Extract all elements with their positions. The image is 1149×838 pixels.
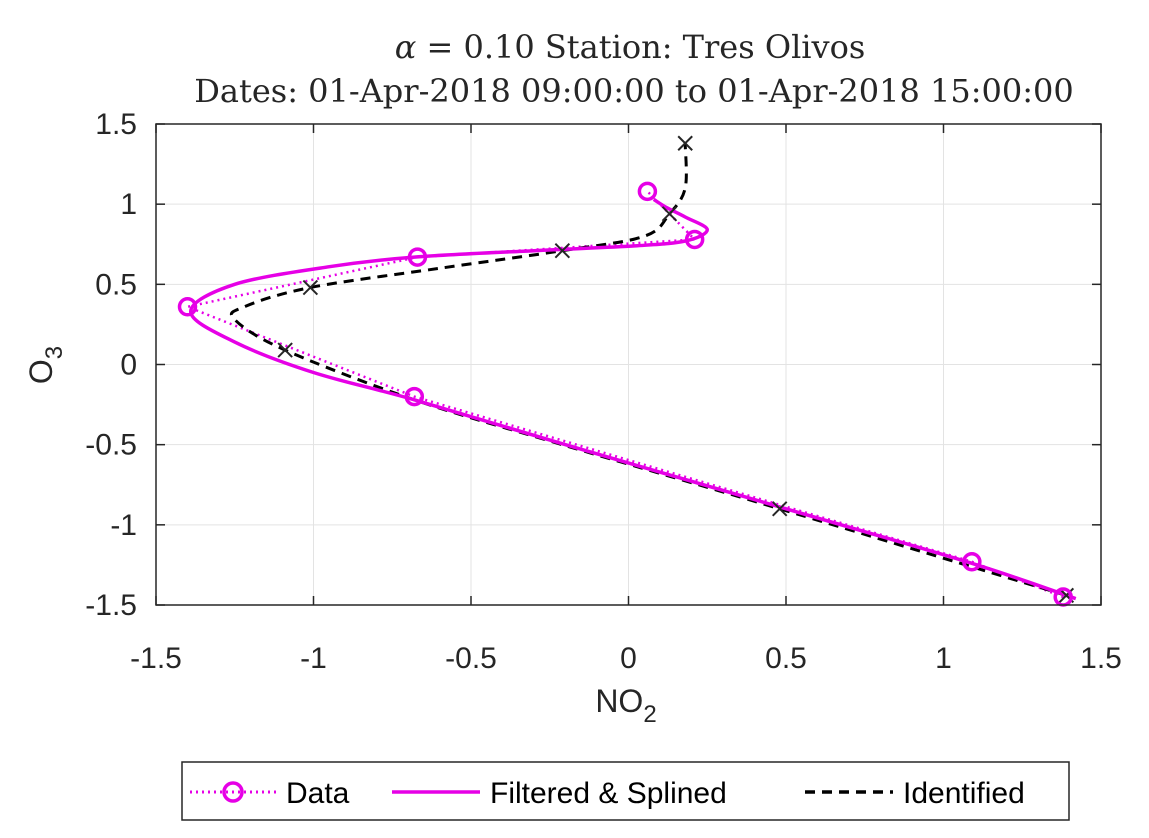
identified-marker-stroke (661, 206, 678, 222)
chart-title: α = 0.10 Station: Tres Olivos (395, 28, 866, 66)
y-tick-label: -1.5 (85, 589, 137, 622)
series-data-marker (404, 386, 425, 407)
y-tick-label: -0.5 (85, 429, 137, 462)
y-tick-label: -1 (110, 509, 137, 542)
legend-box (181, 761, 1070, 821)
y-tick-label: 1 (120, 188, 137, 221)
legend-data-marker (222, 781, 244, 803)
x-tick-label: 0.5 (765, 642, 807, 675)
y-tick-label: 1.5 (95, 108, 137, 141)
y-axis-label-main: O (23, 359, 59, 384)
legend-label-filtered: Filtered & Splined (490, 777, 727, 810)
identified-marker-stroke (302, 279, 319, 296)
chart-title-alpha: α (395, 28, 417, 66)
identified-marker-stroke (1058, 587, 1075, 604)
axis-ticks: -1.5 -1 -0.5 0 0.5 1 1.5 -1.5 -1 -0.5 0 0.5 1 1.5 (85, 108, 1122, 675)
series-layer (177, 135, 1077, 607)
series-data-marker (684, 229, 705, 250)
chart-subtitle: Dates: 01-Apr-2018 09:00:00 to 01-Apr-20… (194, 72, 1074, 110)
legend-label-data: Data (286, 777, 350, 810)
y-axis-label-sub: 3 (41, 346, 68, 359)
y-tick-label: 0 (120, 349, 137, 382)
series-identified-line (229, 143, 1067, 597)
x-tick-label: 0 (620, 642, 637, 675)
x-axis-label: NO2 (595, 683, 656, 728)
x-axis-label-sub: 2 (643, 701, 656, 728)
y-tick-label: 0.5 (95, 268, 137, 301)
series-data-marker (637, 181, 658, 202)
identified-marker-stroke (677, 135, 693, 151)
series-identified-marker (661, 206, 678, 222)
series-identified-marker (554, 242, 571, 259)
series-identified-marker (677, 135, 693, 151)
series-data-marker (962, 551, 982, 572)
series-data-marker (177, 297, 198, 317)
x-axis-label-main: NO (595, 683, 643, 719)
series-identified-marker (277, 342, 293, 358)
legend: Data Filtered & Splined Identified (181, 761, 1070, 821)
series-identified-marker (771, 501, 788, 517)
legend-label-identified: Identified (903, 777, 1025, 810)
series-data-marker (407, 247, 428, 267)
x-tick-label: 1 (935, 642, 952, 675)
x-tick-label: -1.5 (130, 642, 182, 675)
identified-marker-stroke (277, 342, 293, 358)
identified-marker-stroke (554, 242, 571, 259)
chart-title-rest: = 0.10 Station: Tres Olivos (416, 28, 865, 66)
series-identified-marker (302, 279, 319, 296)
identified-marker-stroke (771, 501, 788, 517)
y-axis-label: O3 (23, 346, 68, 384)
x-tick-label: -1 (300, 642, 327, 675)
x-tick-label: 1.5 (1080, 642, 1122, 675)
x-tick-label: -0.5 (445, 642, 497, 675)
